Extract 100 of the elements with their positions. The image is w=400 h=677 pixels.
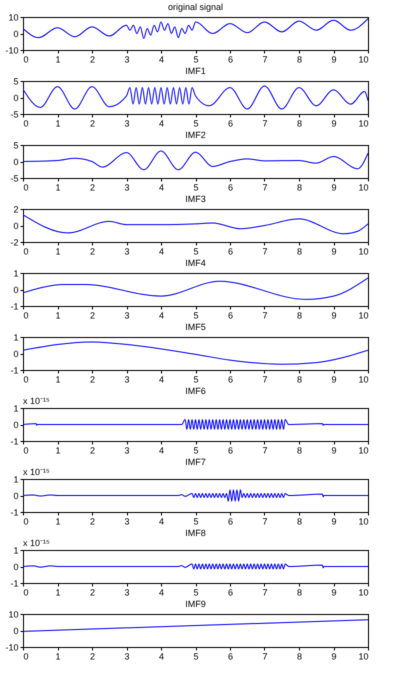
y-tick-label: -10 xyxy=(5,46,18,56)
y-tick-label: 0 xyxy=(13,221,18,231)
x-tick-label: 8 xyxy=(296,446,302,456)
x-tick-label: 9 xyxy=(331,246,337,256)
y-tick-label: -5 xyxy=(10,110,18,120)
x-tick-label: 3 xyxy=(124,446,130,456)
line-series xyxy=(23,489,368,502)
x-tick-label: 1 xyxy=(55,118,61,128)
chart-title: IMF9 xyxy=(185,599,206,609)
line-series xyxy=(23,18,368,39)
x-tick-label: 10 xyxy=(358,446,368,456)
x-tick-label: 1 xyxy=(55,446,61,456)
x-tick-label: 8 xyxy=(296,182,302,192)
x-tick-label: 3 xyxy=(124,374,130,384)
x-tick-label: 6 xyxy=(228,374,234,384)
x-tick-label: 5 xyxy=(193,652,199,662)
y-tick-label: -1 xyxy=(10,508,18,518)
line-series xyxy=(23,341,368,365)
x-tick-label: 2 xyxy=(90,118,96,128)
x-tick-label: 6 xyxy=(228,118,234,128)
y-tick-label: 1 xyxy=(13,474,18,484)
y-tick-label: -2 xyxy=(10,238,18,248)
x-tick-label: 2 xyxy=(90,588,96,598)
x-tick-label: 1 xyxy=(55,310,61,320)
x-tick-label: 8 xyxy=(296,588,302,598)
x-tick-label: 3 xyxy=(124,118,130,128)
x-tick-label: 4 xyxy=(158,588,164,598)
x-tick-label: 0 xyxy=(24,446,29,456)
x-tick-label: 0 xyxy=(24,310,29,320)
x-tick-label: 6 xyxy=(228,652,234,662)
line-series xyxy=(23,85,368,110)
x-tick-label: 9 xyxy=(331,446,337,456)
x-tick-label: 6 xyxy=(228,588,234,598)
y-tick-label: -1 xyxy=(10,302,18,312)
chart-title: IMF7 xyxy=(185,457,206,467)
x-tick-label: 5 xyxy=(193,118,199,128)
x-tick-label: 9 xyxy=(331,118,337,128)
chart-title: IMF8 xyxy=(185,528,206,538)
x-tick-label: 4 xyxy=(158,652,164,662)
x-tick-label: 4 xyxy=(158,246,164,256)
x-tick-label: 6 xyxy=(228,446,234,456)
x-tick-label: 5 xyxy=(193,588,199,598)
x-tick-label: 5 xyxy=(193,516,199,526)
x-tick-label: 4 xyxy=(158,118,164,128)
x-tick-label: 10 xyxy=(358,374,368,384)
y-tick-label: 0 xyxy=(13,157,18,167)
text: x 10⁻¹⁵ xyxy=(23,467,50,477)
x-tick-label: 6 xyxy=(228,310,234,320)
x-tick-label: 5 xyxy=(193,182,199,192)
x-tick-label: 7 xyxy=(262,310,268,320)
x-tick-label: 2 xyxy=(90,310,96,320)
x-tick-label: 4 xyxy=(158,446,164,456)
y-tick-label: -10 xyxy=(5,642,18,652)
x-tick-label: 3 xyxy=(124,516,130,526)
y-tick-label: 0 xyxy=(13,349,18,359)
line-series xyxy=(23,214,368,234)
x-tick-label: 6 xyxy=(228,54,234,64)
x-tick-label: 7 xyxy=(262,246,268,256)
x-tick-label: 0 xyxy=(24,588,29,598)
x-tick-label: 8 xyxy=(296,54,302,64)
x-tick-label: 3 xyxy=(124,246,130,256)
x-tick-label: 8 xyxy=(296,118,302,128)
x-tick-label: 5 xyxy=(193,54,199,64)
chart-title: original signal xyxy=(168,2,224,12)
x-tick-label: 6 xyxy=(228,246,234,256)
x-tick-label: 7 xyxy=(262,652,268,662)
y-tick-label: -1 xyxy=(10,366,18,376)
chart-title: IMF6 xyxy=(185,386,206,396)
x-tick-label: 9 xyxy=(331,310,337,320)
chart-title: IMF4 xyxy=(185,258,206,268)
x-tick-label: 5 xyxy=(193,310,199,320)
x-tick-label: 0 xyxy=(24,118,29,128)
y-tick-label: -1 xyxy=(10,578,18,588)
y-tick-label: 1 xyxy=(13,332,18,342)
x-tick-label: 3 xyxy=(124,54,130,64)
y-tick-label: 1 xyxy=(13,268,18,278)
y-tick-label: -5 xyxy=(10,174,18,184)
x-tick-label: 10 xyxy=(358,516,368,526)
x-tick-label: 4 xyxy=(158,374,164,384)
y-tick-label: 2 xyxy=(13,204,18,214)
x-tick-label: 10 xyxy=(358,588,368,598)
x-tick-label: 7 xyxy=(262,588,268,598)
x-tick-label: 3 xyxy=(124,652,130,662)
y-tick-label: 0 xyxy=(13,420,18,430)
y-tick-label: 10 xyxy=(8,610,18,620)
chart-title: IMF1 xyxy=(185,66,206,76)
x-tick-label: 1 xyxy=(55,182,61,192)
y-tick-label: 1 xyxy=(13,404,18,414)
y-tick-label: 0 xyxy=(13,491,18,501)
x-tick-label: 1 xyxy=(55,54,61,64)
x-tick-label: 5 xyxy=(193,246,199,256)
x-tick-label: 2 xyxy=(90,246,96,256)
x-tick-label: 2 xyxy=(90,374,96,384)
y-tick-label: 5 xyxy=(13,140,18,150)
x-tick-label: 0 xyxy=(24,54,29,64)
x-tick-label: 1 xyxy=(55,588,61,598)
x-tick-label: 5 xyxy=(193,446,199,456)
x-tick-label: 8 xyxy=(296,652,302,662)
x-tick-label: 9 xyxy=(331,588,337,598)
y-tick-label: 1 xyxy=(13,546,18,556)
